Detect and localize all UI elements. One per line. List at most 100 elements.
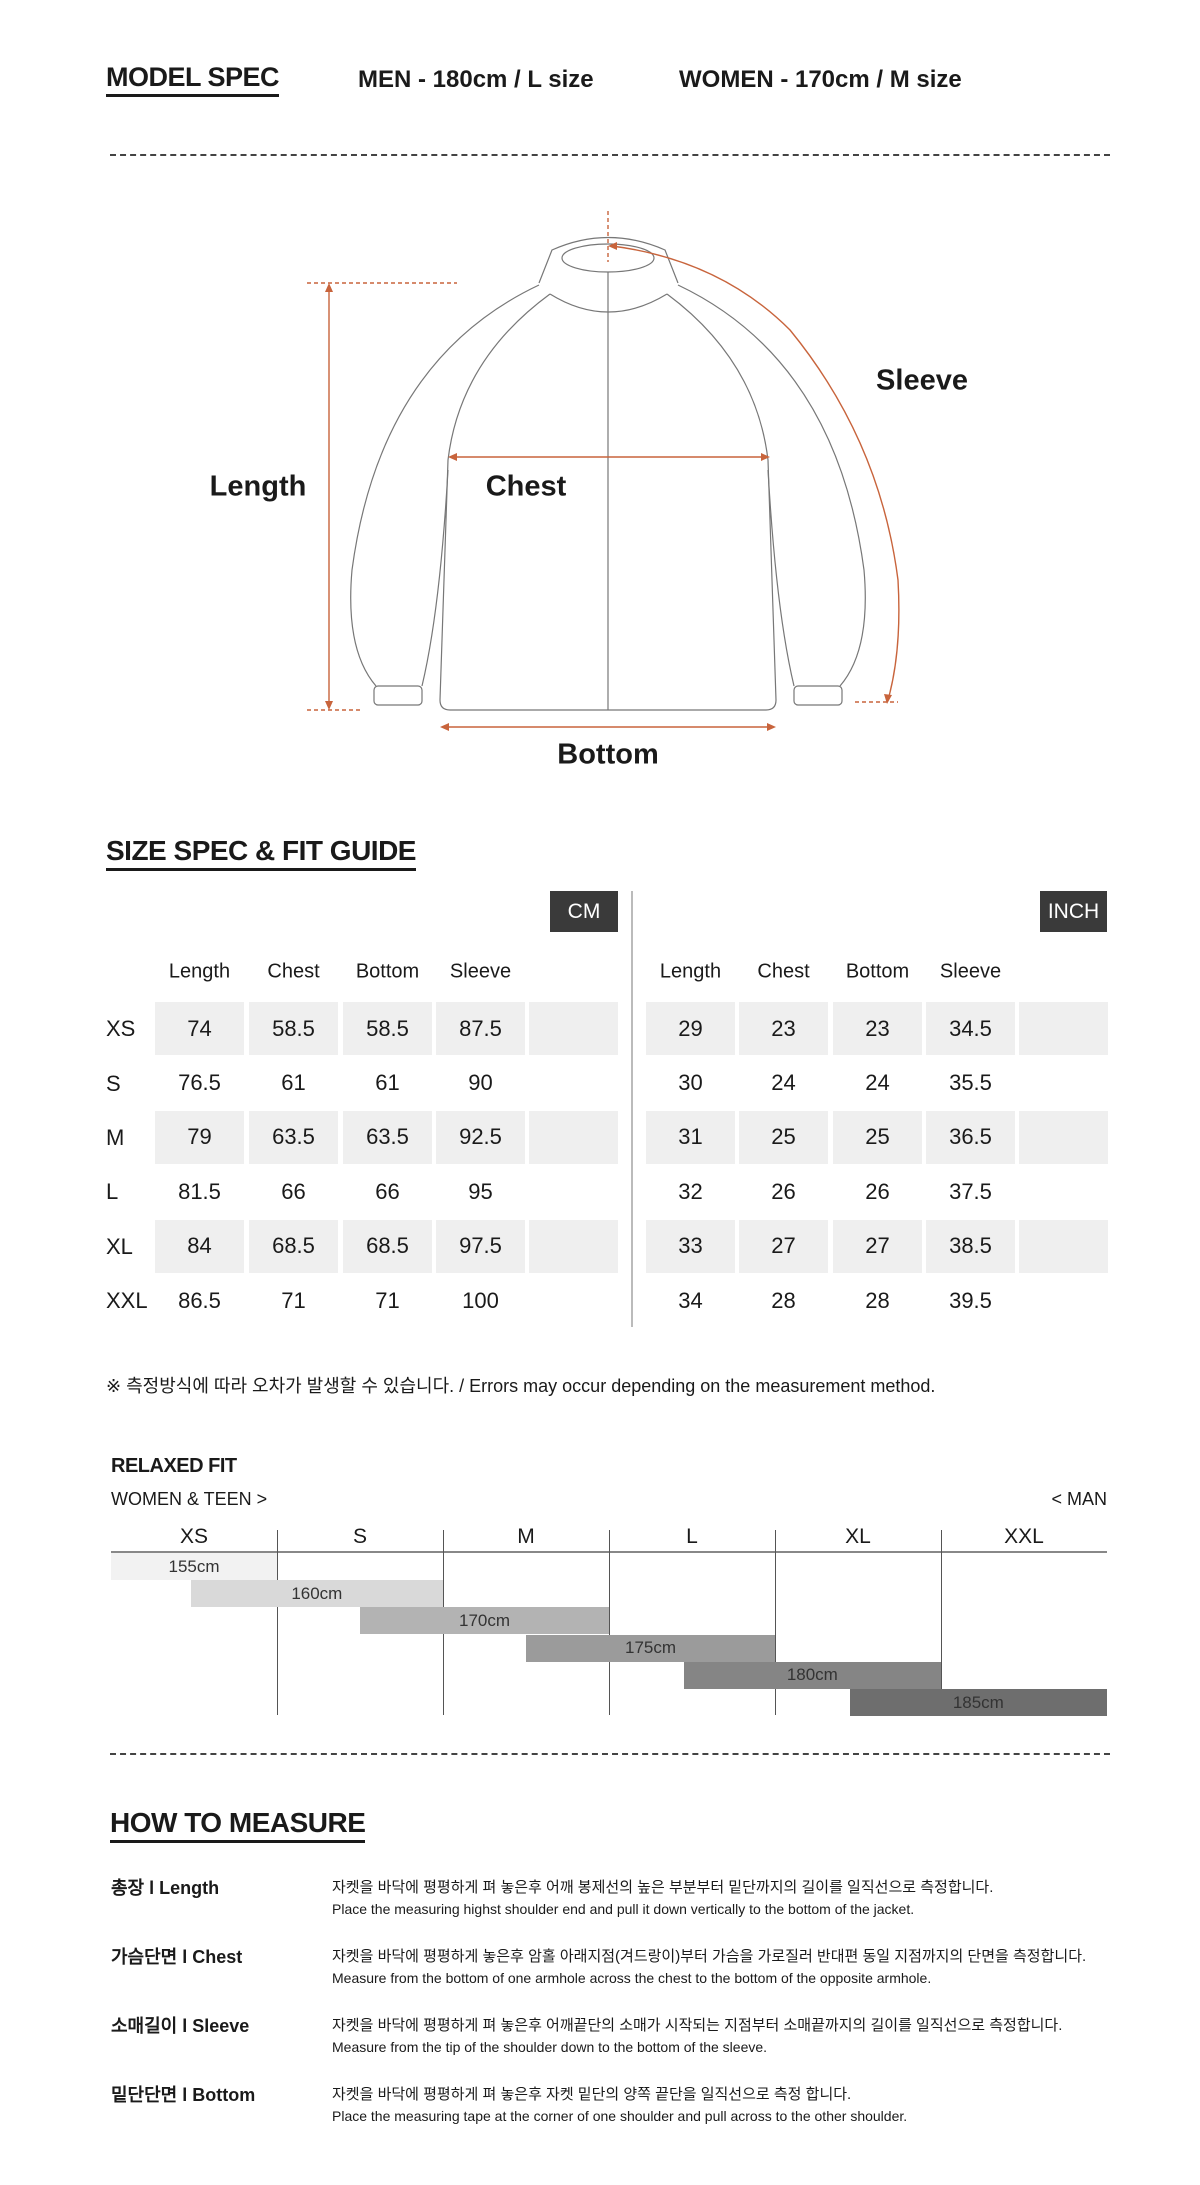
table-cell-empty [529, 1274, 618, 1327]
table-cell-empty [1019, 1219, 1108, 1273]
size-spec-title: SIZE SPEC & FIT GUIDE [106, 836, 416, 871]
table-cell: 71 [281, 1287, 306, 1313]
measurement-note: ※ 측정방식에 따라 오차가 발생할 수 있습니다. / Errors may … [106, 1376, 936, 1396]
table-cell: 58.5 [249, 1002, 338, 1056]
fit-column-divider [609, 1530, 610, 1715]
size-row-label: XS [106, 1016, 136, 1042]
table-cell: 24 [771, 1070, 796, 1096]
table-cell: 26 [865, 1178, 890, 1204]
table-cell: 28 [865, 1287, 890, 1313]
fit-column-divider [277, 1530, 278, 1715]
table-cell-empty [529, 1110, 618, 1165]
model-spec-women: WOMEN - 170cm / M size [679, 66, 962, 93]
table-cell: 68.5 [343, 1219, 432, 1273]
measure-label: 가슴단면 l Chest [111, 1947, 243, 1967]
table-cell: 97.5 [436, 1219, 525, 1273]
table-cell: 27 [739, 1219, 828, 1273]
table-cell-empty [529, 1002, 618, 1056]
table-cell: 81.5 [178, 1178, 221, 1204]
table-cell: 33 [646, 1219, 735, 1273]
table-cell: 87.5 [436, 1002, 525, 1056]
size-row-label: S [106, 1070, 121, 1096]
table-cell: 37.5 [949, 1178, 992, 1204]
table-cell: 84 [155, 1219, 244, 1273]
cm-unit-badge: CM [550, 891, 618, 932]
table-cell: 63.5 [249, 1110, 338, 1165]
left-raglan [439, 293, 551, 711]
table-cell-empty [1019, 1002, 1108, 1056]
measure-desc-en: Place the measuring tape at the corner o… [332, 2108, 908, 2124]
fit-size-l: L [686, 1525, 698, 1548]
fit-column-divider [775, 1530, 776, 1715]
fit-bar-175cm: 175cm [526, 1634, 775, 1662]
measure-desc-ko: 자켓을 바닥에 평평하게 펴 놓은후 어깨끝단의 소매가 시작되는 지점부터 소… [332, 2017, 1063, 2034]
measure-label: 소매길이 l Sleeve [111, 2016, 250, 2036]
inch-unit-badge: INCH [1040, 891, 1107, 932]
fit-title: RELAXED FIT [111, 1455, 237, 1477]
column-header-length: Length [659, 960, 722, 983]
fit-right-label: < MAN [1051, 1489, 1107, 1509]
bottom-label: Bottom [557, 738, 659, 771]
table-cell: 25 [739, 1110, 828, 1165]
table-cell: 29 [646, 1002, 735, 1056]
fit-bar-170cm: 170cm [360, 1607, 609, 1635]
table-cell: 35.5 [949, 1070, 992, 1096]
fit-size-m: M [517, 1525, 535, 1548]
size-row-label: XXL [106, 1288, 148, 1314]
table-cell: 26 [771, 1178, 796, 1204]
table-cell: 74 [155, 1002, 244, 1056]
size-row-label: M [106, 1125, 125, 1150]
table-cell: 95 [468, 1178, 493, 1204]
fit-size-xl: XL [845, 1525, 871, 1548]
how-to-measure-title: HOW TO MEASURE [110, 1808, 366, 1843]
table-cell: 28 [771, 1287, 796, 1313]
fit-left-label: WOMEN & TEEN > [111, 1489, 268, 1509]
measure-desc-ko: 자켓을 바닥에 평평하게 펴 놓은후 어깨 봉제선의 높은 부분부터 밑단까지의… [332, 1879, 994, 1896]
right-sleeve-inner [767, 469, 795, 687]
fit-bar-180cm: 180cm [683, 1661, 941, 1689]
table-cell: 25 [833, 1110, 922, 1165]
size-row-label: L [106, 1179, 119, 1205]
right-raglan [666, 293, 777, 711]
left-sleeve-inner [421, 469, 449, 687]
table-cell: 30 [678, 1070, 703, 1096]
sleeve-arrow [611, 245, 900, 701]
fit-size-s: S [352, 1525, 368, 1548]
jacket-diagram [307, 211, 900, 731]
divider [110, 154, 1110, 156]
table-cell: 90 [468, 1070, 493, 1096]
table-cell: 34.5 [926, 1002, 1015, 1056]
table-cell-empty [1019, 1110, 1108, 1165]
table-cell: 24 [865, 1070, 890, 1096]
table-divider [631, 891, 633, 1327]
chest-label: Chest [485, 470, 567, 503]
table-cell-empty [529, 1165, 618, 1218]
column-header-sleeve: Sleeve [939, 960, 1002, 983]
model-spec-men: MEN - 180cm / L size [358, 66, 594, 93]
column-header-chest: Chest [267, 960, 320, 983]
table-cell: 61 [281, 1070, 306, 1096]
table-cell: 92.5 [436, 1110, 525, 1165]
table-cell-empty [1019, 1165, 1108, 1218]
table-cell: 76.5 [178, 1070, 221, 1096]
right-sleeve-outer [677, 284, 866, 687]
measure-label: 밑단단면 l Bottom [111, 2085, 256, 2105]
length-label: Length [209, 470, 307, 503]
size-row-label: XL [106, 1233, 133, 1259]
table-cell: 63.5 [343, 1110, 432, 1165]
table-cell-empty [529, 1219, 618, 1273]
table-cell: 79 [155, 1110, 244, 1165]
table-cell-empty [1019, 1274, 1108, 1327]
table-cell: 66 [375, 1178, 400, 1204]
table-cell: 58.5 [343, 1002, 432, 1056]
fit-bar-155cm: 155cm [111, 1553, 277, 1580]
left-sleeve-outer [350, 284, 540, 687]
fit-bar-160cm: 160cm [190, 1580, 443, 1608]
column-header-length: Length [168, 960, 231, 983]
table-cell-empty [1019, 1056, 1108, 1109]
table-cell: 32 [678, 1178, 703, 1204]
fit-size-xxl: XXL [1004, 1525, 1044, 1548]
column-header-bottom: Bottom [845, 960, 910, 983]
table-cell: 68.5 [249, 1219, 338, 1273]
table-cell: 39.5 [949, 1287, 992, 1313]
